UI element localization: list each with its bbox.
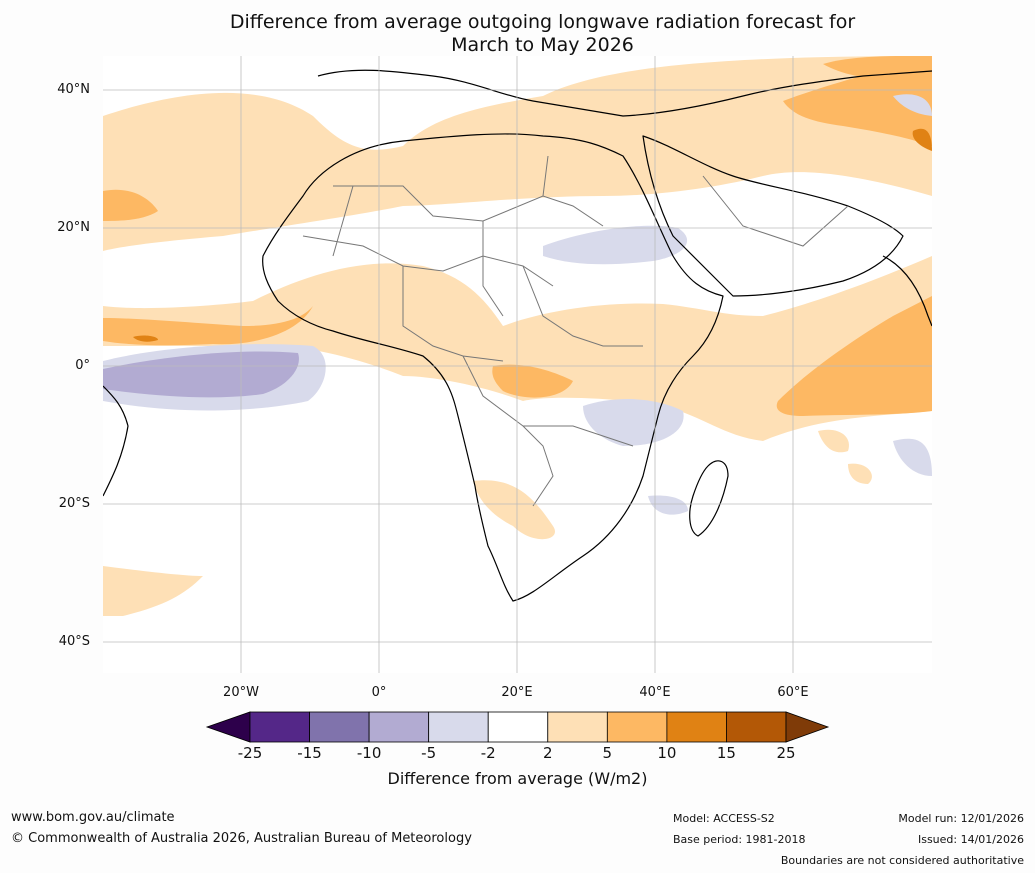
chart-title-line2: March to May 2026 <box>451 34 634 56</box>
legend-swatch <box>368 711 430 743</box>
lat-label-20s: 20°S <box>58 496 90 511</box>
lat-label-40s: 40°S <box>58 634 90 649</box>
footer-base-period: Base period: 1981-2018 <box>673 833 806 846</box>
legend-tick-label: -15 <box>297 744 322 762</box>
legend-tick-label: -10 <box>356 744 382 762</box>
footer-model-run: Model run: 12/01/2026 <box>898 812 1024 825</box>
footer-copyright: © Commonwealth of Australia 2026, Austra… <box>11 831 472 846</box>
footer-website: www.bom.gov.au/climate <box>11 810 175 825</box>
anomaly-positive-light <box>103 56 932 616</box>
lon-label-60e: 60°E <box>777 685 809 700</box>
legend-swatch <box>487 711 549 743</box>
legend-swatch <box>726 711 787 743</box>
legend-tick-label: 5 <box>602 744 613 762</box>
lon-label-0: 0° <box>371 685 387 700</box>
legend-swatch <box>606 711 668 743</box>
lat-label-20n: 20°N <box>57 220 90 235</box>
legend-swatch <box>428 711 489 743</box>
legend-swatch <box>666 711 727 743</box>
legend-tick-label: -5 <box>421 744 437 762</box>
legend-swatch <box>547 711 608 743</box>
legend-extend-high <box>785 711 830 743</box>
map-canvas <box>103 56 932 673</box>
interior-boundaries <box>302 155 849 507</box>
legend-tick-label: -25 <box>237 744 263 762</box>
legend-title: Difference from average (W/m2) <box>387 769 648 788</box>
legend-swatch <box>309 711 370 743</box>
map-area <box>103 56 932 673</box>
legend-tick-label: -2 <box>480 744 496 762</box>
footer-model: Model: ACCESS-S2 <box>673 812 775 825</box>
legend-extend-low <box>205 711 251 743</box>
footer-disclaimer: Boundaries are not considered authoritat… <box>780 854 1024 867</box>
gridlines <box>103 56 932 673</box>
anomaly-positive-dark <box>133 128 932 342</box>
legend-colorbar <box>205 711 830 743</box>
legend-tick-label: 15 <box>716 744 736 762</box>
lon-label-40e: 40°E <box>639 685 671 700</box>
lat-label-40n: 40°N <box>57 82 90 97</box>
legend-swatch <box>249 711 310 743</box>
footer-issued: Issued: 14/01/2026 <box>917 833 1024 846</box>
legend-tick-label: 10 <box>657 744 677 762</box>
legend-tick-label: 25 <box>776 744 796 762</box>
chart-title-line1: Difference from average outgoing longwav… <box>229 11 856 33</box>
anomaly-negative-medium <box>103 351 299 398</box>
lon-label-20w: 20°W <box>223 685 259 700</box>
lat-label-0: 0° <box>75 358 90 373</box>
legend-tick-label: 2 <box>542 744 553 762</box>
lon-label-20e: 20°E <box>501 685 533 700</box>
anomaly-positive-medium <box>103 56 932 416</box>
